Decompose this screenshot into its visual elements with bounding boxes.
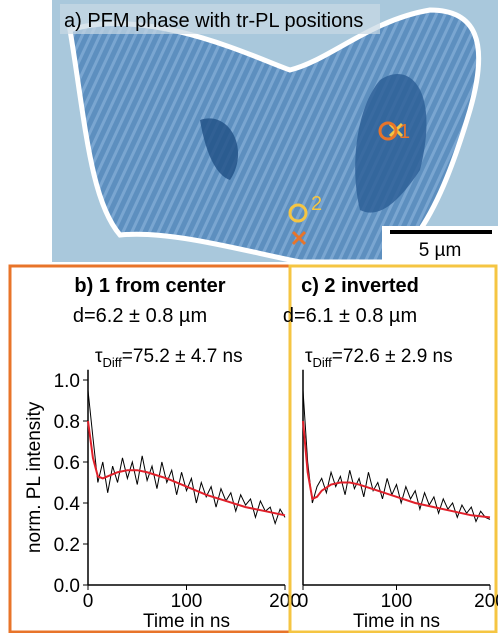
y-tick-label: 0.0 xyxy=(54,576,80,597)
y-tick-label: 0.8 xyxy=(54,412,80,433)
y-tick-label: 1.0 xyxy=(54,371,80,392)
annotation-subscript: Diff xyxy=(313,355,333,370)
fit-line xyxy=(87,420,286,517)
x-tick-label: 200 xyxy=(474,591,498,612)
annotation-symbol: τ xyxy=(95,346,103,367)
data-line xyxy=(302,390,491,523)
panel-a-title: a) PFM phase with tr-PL positions xyxy=(64,10,363,32)
x-axis-label: Time in ns xyxy=(353,611,440,632)
marker-circle xyxy=(378,121,398,141)
chart-title: b) 1 from center xyxy=(74,275,225,297)
y-tick-label: 0.2 xyxy=(54,535,80,556)
data-line xyxy=(87,390,286,526)
fit-line xyxy=(302,420,491,519)
scale-bar-label: 5 µm xyxy=(419,240,462,261)
marker-label: 1 xyxy=(399,121,410,143)
chart-title: c) 2 inverted xyxy=(301,275,419,297)
x-tick-label: 200 xyxy=(269,591,301,612)
annotation: τDiff=72.6 ± 2.9 ns xyxy=(305,346,453,370)
marker-circle xyxy=(288,203,308,223)
annotation: τDiff=75.2 ± 4.7 ns xyxy=(95,346,243,370)
y-tick-label: 0.4 xyxy=(54,494,81,515)
annotation-text: =75.2 ± 4.7 ns xyxy=(122,346,243,367)
chart-subtitle: d=6.1 ± 0.8 µm xyxy=(283,305,417,327)
annotation-subscript: Diff xyxy=(103,355,123,370)
marker-label: 2 xyxy=(311,193,322,215)
x-tick-label: 0 xyxy=(298,591,309,612)
panel-frame xyxy=(288,264,498,634)
x-tick-label: 100 xyxy=(171,591,203,612)
y-axis-label: norm. PL intensity xyxy=(24,401,45,553)
pfm-image: a) PFM phase with tr-PL positions 1 2 5 … xyxy=(52,0,498,265)
annotation-symbol: τ xyxy=(305,346,313,367)
marker-x xyxy=(291,230,307,246)
y-tick-label: 0.6 xyxy=(54,453,80,474)
annotation-text: =72.6 ± 2.9 ns xyxy=(332,346,453,367)
x-tick-label: 0 xyxy=(83,591,94,612)
x-tick-label: 100 xyxy=(381,591,413,612)
x-axis-label: Time in ns xyxy=(143,611,230,632)
chart-subtitle: d=6.2 ± 0.8 µm xyxy=(73,305,207,327)
